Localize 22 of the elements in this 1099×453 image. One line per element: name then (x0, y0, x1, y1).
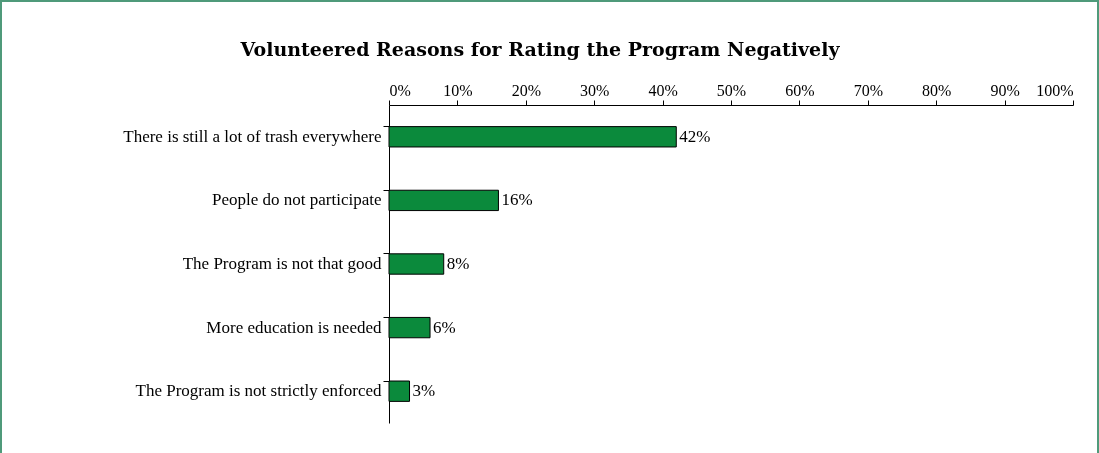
chart-title: Volunteered Reasons for Rating the Program Negatively (239, 38, 841, 60)
data-label: 42% (679, 126, 711, 146)
data-label: 6% (433, 317, 456, 337)
x-tick-label: 70% (853, 81, 883, 99)
y-tick-label: The Program is not strictly enforced (135, 381, 382, 401)
x-tick-label: 50% (716, 81, 747, 99)
data-label: 8% (446, 254, 470, 273)
data-label: 3% (412, 381, 436, 401)
x-tick-label: 20% (511, 81, 541, 99)
x-tick-label: 60% (785, 81, 815, 99)
y-tick-label: More education is needed (206, 317, 382, 337)
y-tick-label: People do not participate (212, 190, 382, 210)
y-tick-label: There is still a lot of trash everywhere (123, 126, 382, 146)
x-tick-label: 0% (389, 81, 411, 99)
x-tick-label: 100% (1036, 81, 1074, 99)
x-tick-label: 30% (580, 81, 610, 99)
x-tick-label: 80% (922, 81, 952, 99)
x-tick-label: 10% (443, 81, 473, 99)
x-tick-label: 90% (990, 81, 1020, 99)
data-label: 16% (501, 190, 533, 210)
y-tick-label: The Program is not that good (182, 254, 382, 273)
x-tick-label: 40% (648, 81, 678, 99)
